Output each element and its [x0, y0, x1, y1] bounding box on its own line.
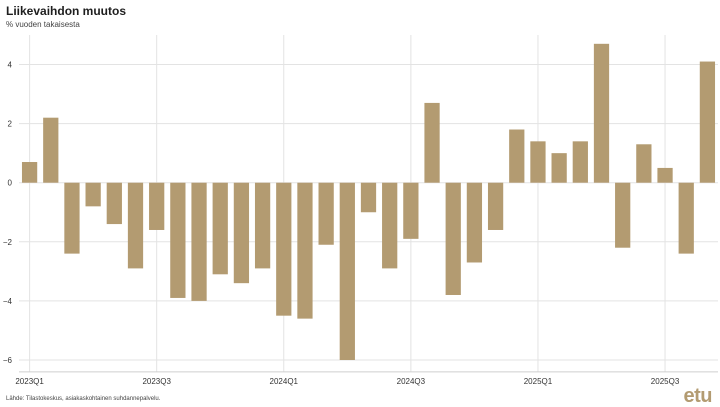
- bar: [170, 182, 186, 298]
- bar: [530, 141, 546, 183]
- y-tick-label: −6: [3, 356, 13, 365]
- bars-layer: [21, 43, 716, 360]
- x-tick-label: 2025Q1: [524, 377, 553, 386]
- bar: [360, 182, 377, 213]
- bar: [106, 182, 122, 225]
- x-tick-label: 2023Q1: [15, 377, 44, 386]
- bar: [149, 182, 165, 230]
- bar: [403, 182, 419, 239]
- bar: [21, 162, 38, 183]
- bar: [678, 182, 694, 254]
- bar: [551, 153, 567, 183]
- bar: [339, 182, 355, 360]
- bar: [254, 182, 271, 269]
- bar: [657, 167, 673, 183]
- bar: [466, 182, 483, 263]
- bar: [233, 182, 250, 284]
- bar: [615, 182, 631, 248]
- chart-subtitle: % vuoden takaisesta: [6, 20, 80, 29]
- bar: [318, 182, 334, 245]
- bar: [509, 129, 525, 183]
- bar: [572, 141, 588, 183]
- x-tick-label: 2023Q3: [142, 377, 171, 386]
- bar: [64, 182, 80, 254]
- bar: [424, 102, 440, 183]
- axis-layer: −6 −4 −2 0 2 4 2023Q1 2023Q3 2024Q1 2024Q3 2025Q1 2…: [3, 61, 718, 386]
- y-tick-label: −4: [3, 297, 13, 306]
- bar: [297, 182, 313, 319]
- y-tick-label: 0: [8, 179, 13, 188]
- x-tick-label: 2025Q3: [651, 377, 680, 386]
- bar: [85, 182, 101, 207]
- bar: [43, 117, 59, 183]
- bar: [127, 182, 144, 269]
- bar: [382, 182, 398, 269]
- bar: [445, 182, 461, 295]
- x-tick-label: 2024Q1: [270, 377, 299, 386]
- y-tick-label: −2: [3, 238, 13, 247]
- etu-logo: etu: [683, 385, 713, 407]
- bar: [593, 43, 610, 183]
- bar: [212, 182, 228, 275]
- source-note: Lähde: Tilastokeskus, asiakaskohtainen s…: [6, 396, 161, 402]
- chart-title: Liikevaihdon muutos: [6, 4, 127, 18]
- bar: [487, 182, 504, 230]
- y-tick-label: 2: [8, 120, 13, 129]
- bar: [699, 61, 716, 183]
- x-tick-label: 2024Q3: [397, 377, 426, 386]
- bar: [191, 182, 207, 301]
- bar: [636, 144, 652, 183]
- bar: [276, 182, 292, 316]
- y-tick-label: 4: [8, 61, 13, 70]
